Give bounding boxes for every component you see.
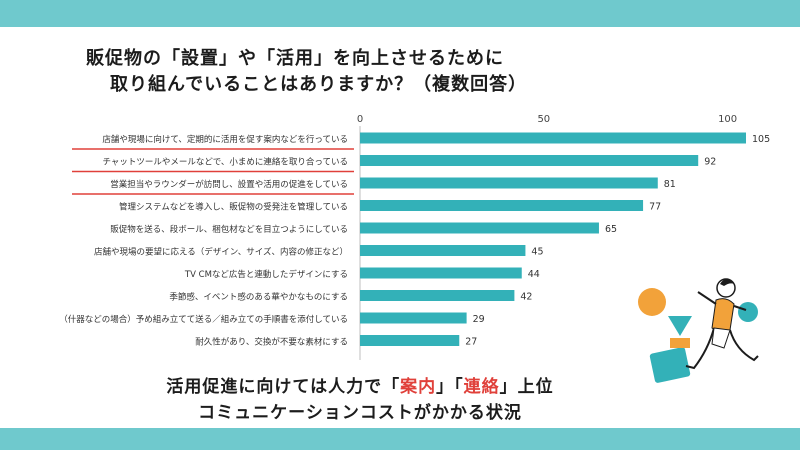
person-legs bbox=[685, 327, 759, 370]
category-label: TV CMなど広告と連動したデザインにする bbox=[184, 269, 348, 280]
category-label: 耐久性があり、交換が不要な素材にする bbox=[195, 337, 348, 348]
bar bbox=[360, 177, 658, 189]
value-label: 27 bbox=[465, 337, 477, 348]
x-tick-label: 100 bbox=[718, 114, 737, 125]
value-label: 92 bbox=[704, 157, 716, 168]
bar bbox=[360, 312, 467, 324]
bar bbox=[360, 132, 746, 144]
chart-title-line2: 取り組んでいることはありますか？（複数回答） bbox=[110, 74, 528, 95]
conclusion-text-pre: 活用促進に向けては人力で「 bbox=[166, 377, 401, 397]
highlight-annai: 案内 bbox=[400, 377, 437, 397]
category-label: 営業担当やラウンダーが訪問し、設置や活用の促進をしている bbox=[110, 179, 348, 190]
value-label: 44 bbox=[528, 269, 540, 280]
value-label: 105 bbox=[752, 134, 770, 145]
bar bbox=[360, 245, 526, 256]
teal-circle-shape bbox=[738, 302, 758, 322]
x-tick-label: 0 bbox=[357, 114, 363, 125]
person-pants bbox=[711, 327, 731, 349]
category-label: 管理システムなどを導入し、販促物の受発注を管理している bbox=[119, 202, 348, 213]
category-label: （什器などの場合）予め組み立てて送る／組み立ての手順書を添付している bbox=[59, 314, 348, 325]
person-illustration bbox=[638, 278, 759, 383]
bar bbox=[360, 155, 699, 166]
top-band bbox=[0, 0, 800, 27]
value-label: 42 bbox=[520, 292, 532, 303]
bar bbox=[360, 335, 460, 346]
person-arms bbox=[697, 291, 747, 311]
value-label: 45 bbox=[531, 247, 543, 258]
bar bbox=[360, 200, 644, 211]
bottom-band bbox=[0, 428, 800, 450]
value-label: 29 bbox=[473, 314, 485, 325]
orange-rect-shape bbox=[670, 338, 690, 348]
conclusion-text-mid: 」「 bbox=[436, 377, 464, 397]
conclusion-line2: コミュニケーションコストがかかる状況 bbox=[198, 403, 522, 423]
person-hair bbox=[720, 279, 734, 286]
category-label: 販促物を送る、段ボール、梱包材などを目立つようにしている bbox=[110, 224, 348, 235]
value-label: 77 bbox=[649, 202, 661, 213]
value-label: 81 bbox=[664, 179, 676, 190]
x-tick-label: 50 bbox=[537, 114, 550, 125]
bar bbox=[360, 290, 515, 301]
chart-title-line1: 販促物の「設置」や「活用」を向上させるために bbox=[86, 48, 504, 69]
category-label: チャットツールやメールなどで、小まめに連絡を取り合っている bbox=[103, 157, 348, 168]
category-label: 店舗や現場の要望に応える（デザイン、サイズ、内容の修正など） bbox=[94, 247, 348, 258]
orange-circle-shape bbox=[638, 288, 666, 316]
category-label: 店舗や現場に向けて、定期的に活用を促す案内などを行っている bbox=[102, 134, 348, 145]
bar-chart: 0 50 100 店舗や現場に向けて、定期的に活用を促す案内などを行っている 105 チャ… bbox=[59, 114, 770, 360]
bar bbox=[360, 267, 522, 279]
bar bbox=[360, 222, 599, 234]
conclusion-text-post: 」上位 bbox=[499, 377, 554, 397]
highlight-renraku: 連絡 bbox=[463, 377, 500, 397]
teal-triangle-shape bbox=[668, 316, 692, 336]
category-label: 季節感、イベント感のある華やかなものにする bbox=[169, 292, 348, 303]
teal-block-shape bbox=[649, 347, 691, 383]
conclusion-line1: 活用促進に向けては人力で「案内」「連絡」上位 bbox=[0, 372, 760, 397]
value-label: 65 bbox=[605, 224, 617, 235]
